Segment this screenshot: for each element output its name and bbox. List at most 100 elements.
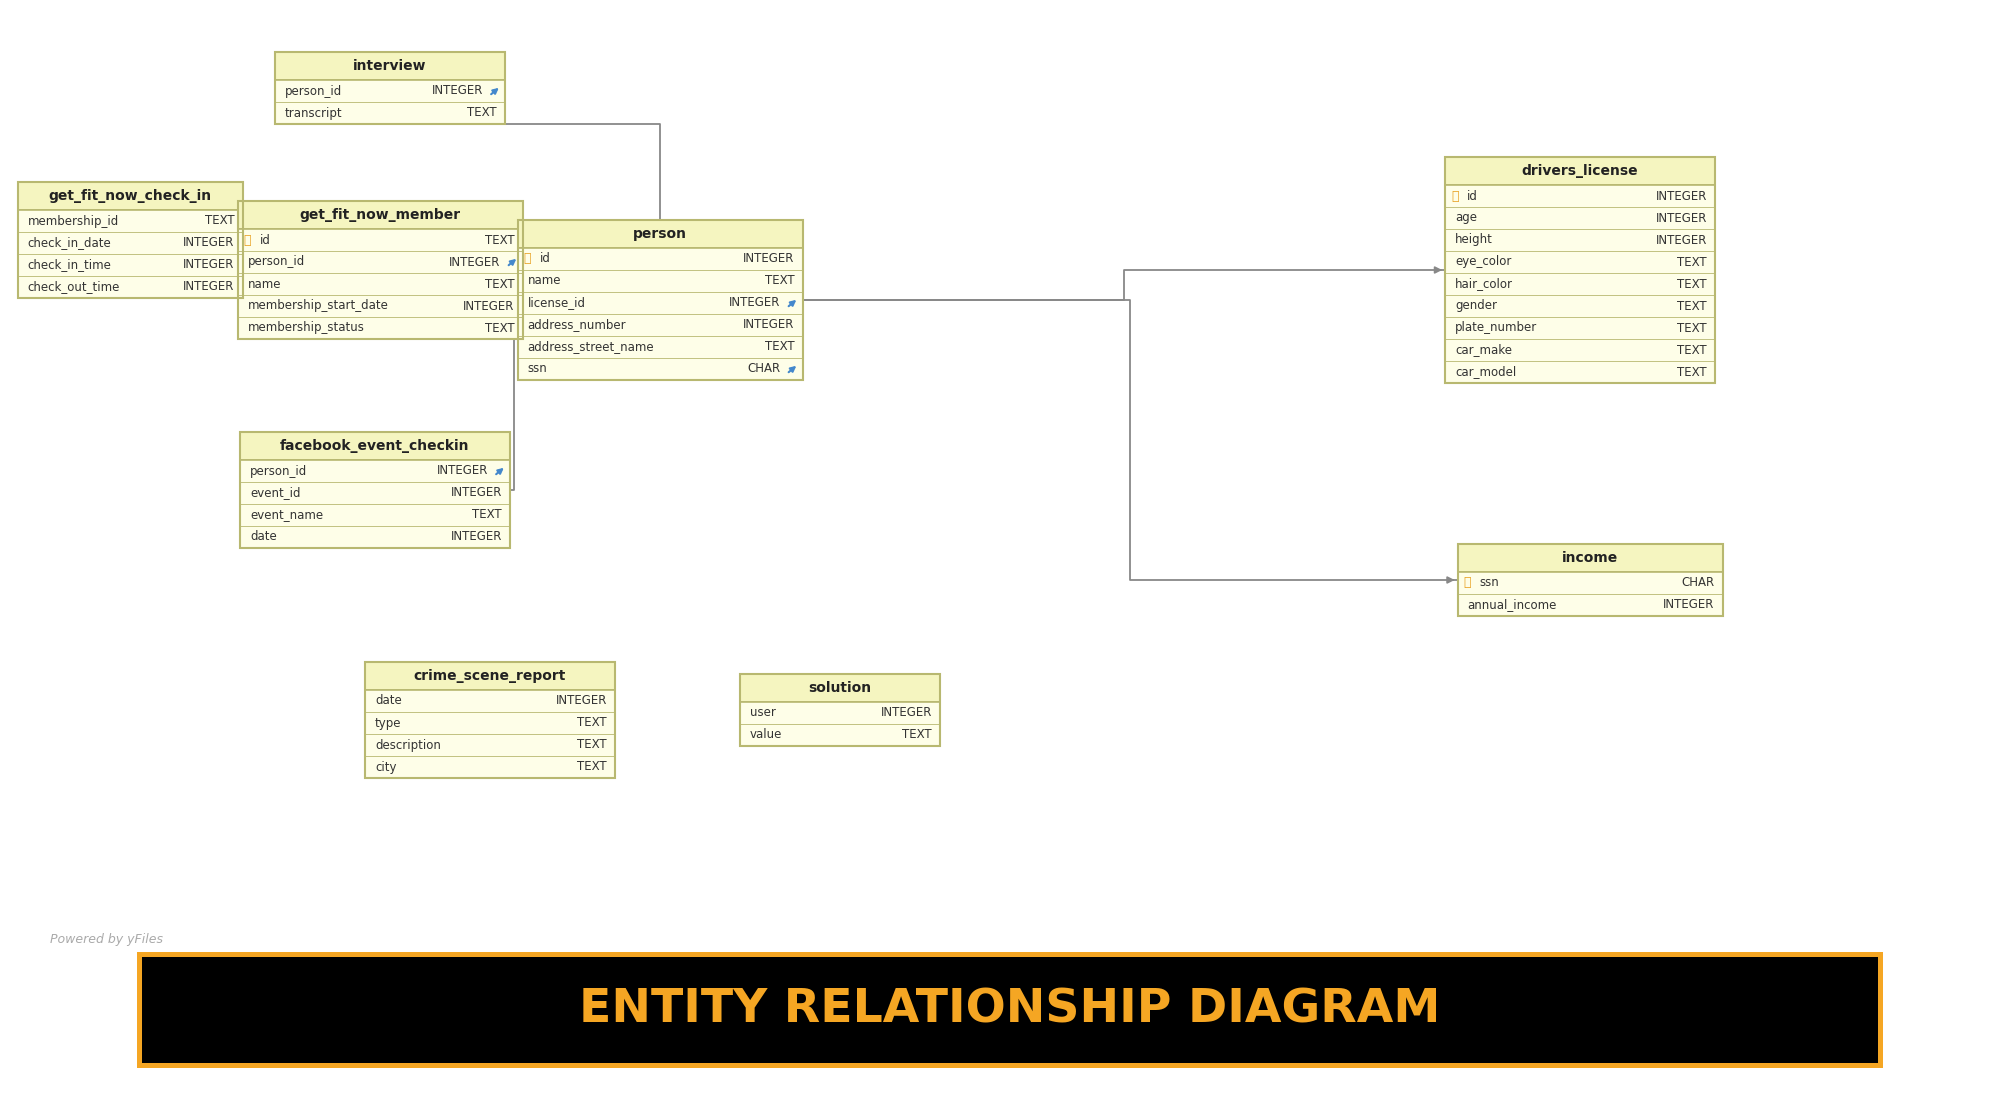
Text: TEXT: TEXT	[1677, 278, 1708, 291]
Bar	[1445, 157, 1716, 383]
Text: INTEGER: INTEGER	[450, 256, 500, 269]
Bar	[1458, 572, 1722, 616]
Text: TEXT: TEXT	[486, 322, 514, 335]
Text: gender: gender	[1456, 300, 1498, 313]
Text: TEXT: TEXT	[577, 739, 607, 751]
Text: INTEGER: INTEGER	[431, 85, 484, 98]
Text: hair_color: hair_color	[1456, 278, 1512, 291]
Text: transcript: transcript	[284, 107, 343, 120]
Text: TEXT: TEXT	[1677, 300, 1708, 313]
Text: TEXT: TEXT	[577, 761, 607, 773]
Bar	[1458, 544, 1722, 616]
Text: id: id	[540, 253, 550, 266]
Text: INTEGER: INTEGER	[1655, 234, 1708, 246]
Text: TEXT: TEXT	[577, 717, 607, 729]
Text: INTEGER: INTEGER	[452, 486, 502, 500]
Text: car_model: car_model	[1456, 366, 1516, 379]
Text: value: value	[750, 728, 782, 741]
Bar	[518, 248, 802, 380]
Bar	[740, 674, 939, 702]
Text: car_make: car_make	[1456, 344, 1512, 357]
Text: get_fit_now_member: get_fit_now_member	[300, 208, 460, 222]
Text: INTEGER: INTEGER	[437, 464, 488, 478]
Text: TEXT: TEXT	[472, 508, 502, 522]
Bar	[1445, 157, 1716, 184]
Text: id: id	[1468, 190, 1478, 202]
Bar	[141, 957, 1879, 1063]
Text: income: income	[1562, 551, 1619, 565]
Bar	[1445, 184, 1716, 383]
Bar	[18, 182, 242, 210]
Text: ENTITY RELATIONSHIP DIAGRAM: ENTITY RELATIONSHIP DIAGRAM	[579, 987, 1441, 1032]
Text: INTEGER: INTEGER	[452, 530, 502, 544]
Text: TEXT: TEXT	[486, 234, 514, 246]
Text: ⚿: ⚿	[1464, 576, 1472, 590]
Text: ssn: ssn	[528, 362, 546, 376]
Text: name: name	[248, 278, 280, 291]
Text: annual_income: annual_income	[1468, 598, 1556, 612]
Bar	[238, 201, 522, 339]
Bar	[365, 662, 615, 690]
Text: TEXT: TEXT	[764, 340, 794, 354]
Text: TEXT: TEXT	[764, 274, 794, 288]
Bar	[1458, 544, 1722, 572]
Text: INTEGER: INTEGER	[556, 695, 607, 707]
Text: INTEGER: INTEGER	[183, 280, 234, 293]
Bar	[518, 220, 802, 380]
Text: description: description	[375, 739, 442, 751]
Text: membership_status: membership_status	[248, 322, 365, 335]
Text: INTEGER: INTEGER	[1655, 212, 1708, 224]
Text: name: name	[528, 274, 560, 288]
Text: check_in_date: check_in_date	[28, 236, 111, 249]
Text: INTEGER: INTEGER	[183, 236, 234, 249]
Text: INTEGER: INTEGER	[183, 258, 234, 271]
Bar	[238, 229, 522, 339]
Text: ⚿: ⚿	[524, 253, 530, 266]
Text: id: id	[260, 234, 270, 246]
Bar	[137, 952, 1883, 1068]
Text: type: type	[375, 717, 401, 729]
Bar	[740, 702, 939, 746]
Text: solution: solution	[808, 681, 871, 695]
Text: INTEGER: INTEGER	[881, 706, 931, 719]
Text: date: date	[375, 695, 401, 707]
Bar	[274, 80, 504, 124]
Bar	[18, 182, 242, 298]
Text: user: user	[750, 706, 776, 719]
Text: event_name: event_name	[250, 508, 323, 522]
Text: TEXT: TEXT	[1677, 366, 1708, 379]
Bar	[238, 201, 522, 229]
Text: age: age	[1456, 212, 1478, 224]
Text: ⚿: ⚿	[244, 234, 252, 246]
Text: facebook_event_checkin: facebook_event_checkin	[280, 439, 470, 453]
Text: Powered by yFiles: Powered by yFiles	[50, 933, 163, 946]
Text: membership_start_date: membership_start_date	[248, 300, 389, 313]
Text: TEXT: TEXT	[1677, 344, 1708, 357]
Text: address_street_name: address_street_name	[528, 340, 653, 354]
Text: city: city	[375, 761, 397, 773]
Text: date: date	[250, 530, 276, 544]
Bar	[274, 52, 504, 124]
Text: get_fit_now_check_in: get_fit_now_check_in	[48, 189, 212, 203]
Bar	[518, 220, 802, 248]
Text: TEXT: TEXT	[206, 214, 234, 227]
Text: ssn: ssn	[1480, 576, 1500, 590]
Text: TEXT: TEXT	[486, 278, 514, 291]
Bar	[274, 52, 504, 80]
Text: height: height	[1456, 234, 1494, 246]
Text: person_id: person_id	[250, 464, 306, 478]
Bar	[365, 662, 615, 778]
Bar	[240, 432, 510, 548]
Bar	[240, 432, 510, 460]
Text: INTEGER: INTEGER	[1655, 190, 1708, 202]
Text: TEXT: TEXT	[468, 107, 498, 120]
Text: INTEGER: INTEGER	[744, 253, 794, 266]
Text: membership_id: membership_id	[28, 214, 119, 227]
Bar	[240, 460, 510, 548]
Text: crime_scene_report: crime_scene_report	[413, 669, 566, 683]
Text: check_out_time: check_out_time	[28, 280, 119, 293]
Text: TEXT: TEXT	[903, 728, 931, 741]
Text: interview: interview	[353, 59, 427, 72]
Text: INTEGER: INTEGER	[730, 296, 780, 310]
Text: INTEGER: INTEGER	[744, 318, 794, 332]
